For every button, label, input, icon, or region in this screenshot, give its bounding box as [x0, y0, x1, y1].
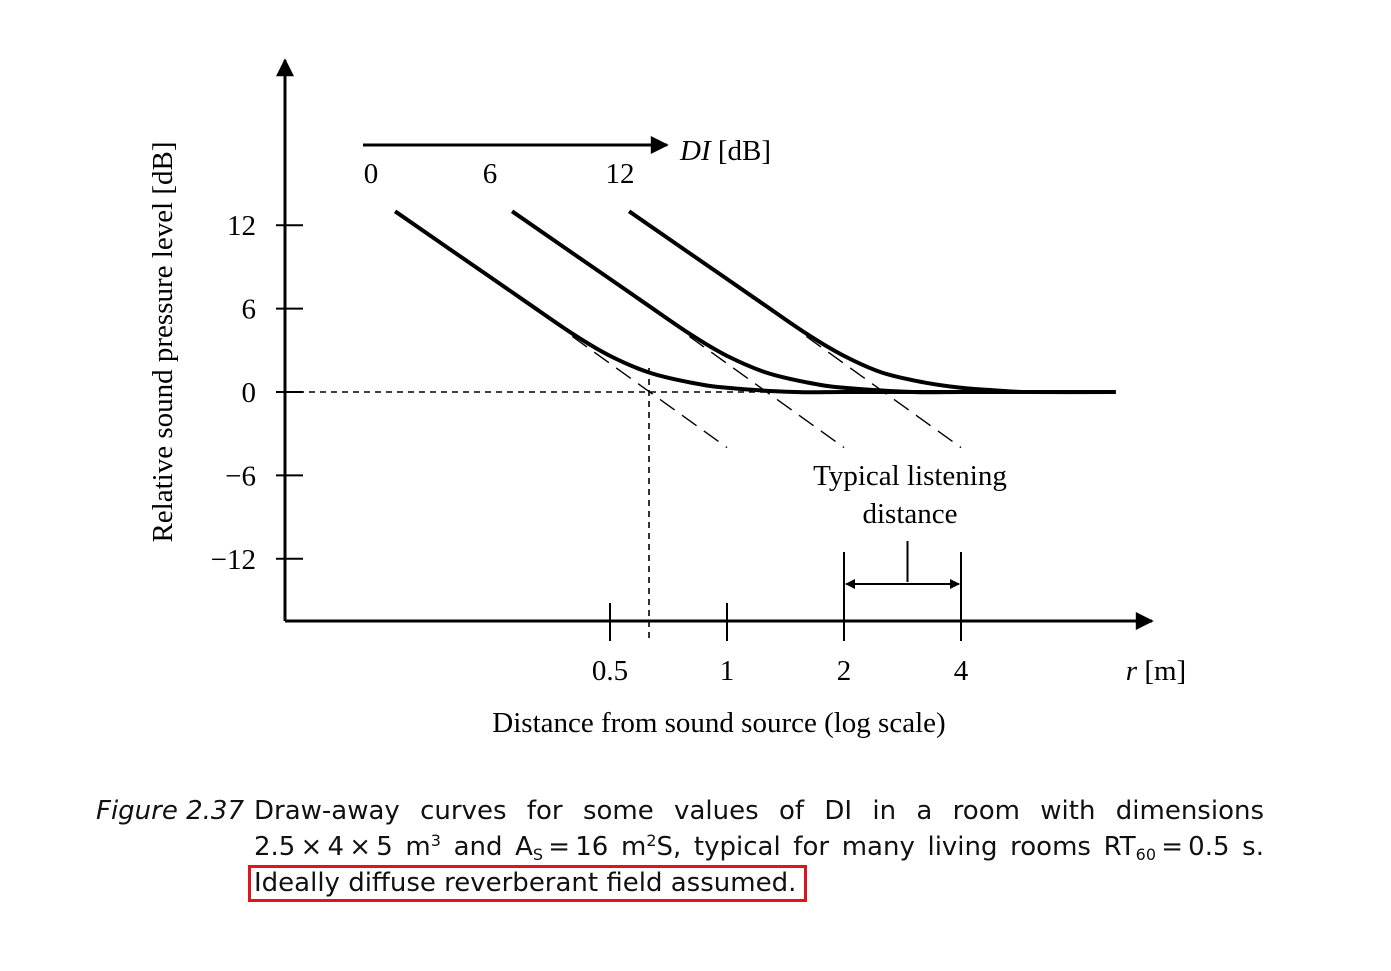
y-tick-label: −6 [225, 460, 256, 492]
asymptote-di-0 [571, 335, 728, 449]
x-tick-label: 4 [954, 655, 969, 687]
listening-distance-label-2: distance [862, 498, 957, 530]
figure-caption: Figure 2.37 Draw-away curves for some va… [96, 793, 1264, 902]
caption-highlight-box: Ideally diffuse reverberant field assume… [248, 865, 808, 902]
y-tick-label: −12 [211, 544, 256, 576]
x-tick-label: 1 [720, 655, 735, 687]
di-label: 12 [606, 158, 635, 190]
curve-di-0 [393, 209, 1116, 395]
y-tick-label: 0 [242, 377, 257, 409]
caption-line-3: Ideally diffuse reverberant field assume… [254, 868, 797, 898]
curve-di-12 [627, 209, 1116, 395]
caption-line-2: 2.5 × 4 × 5 m3 and AS = 16 m2S, typical … [254, 831, 1264, 864]
caption-label: Figure 2.37 [96, 796, 245, 826]
listening-distance-label-1: Typical listening [813, 460, 1007, 492]
di-label: 0 [364, 158, 379, 190]
caption-line-1: Draw-away curves for some values of DI i… [254, 796, 1264, 826]
chart-curves [393, 209, 1116, 449]
chart-axes [276, 58, 1154, 641]
curve-di-6 [510, 209, 1116, 395]
x-unit-label: r [m] [1126, 655, 1186, 687]
x-tick-label: 0.5 [592, 655, 628, 687]
di-axis-label: DI [dB] [679, 135, 771, 167]
x-axis-label: Distance from sound source (log scale) [492, 707, 945, 739]
y-axis-label: Relative sound pressure level [dB] [147, 141, 179, 542]
di-label: 6 [483, 158, 498, 190]
y-tick-label: 6 [242, 294, 257, 326]
x-tick-label: 2 [837, 655, 852, 687]
y-tick-label: 12 [227, 210, 256, 242]
